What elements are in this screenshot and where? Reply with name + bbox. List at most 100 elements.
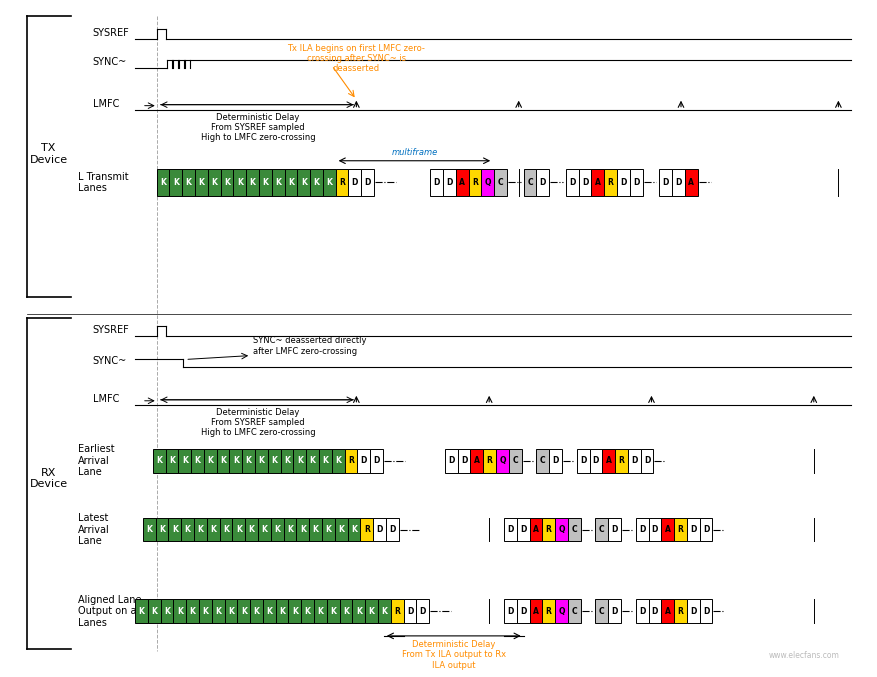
Text: Deterministic Delay
From SYSREF sampled
High to LMFC zero-crossing: Deterministic Delay From SYSREF sampled … [201, 112, 315, 142]
Text: K: K [197, 525, 203, 534]
Bar [608, 518, 620, 542]
Text: K: K [299, 525, 305, 534]
Text: C: C [571, 607, 576, 616]
Text: D: D [539, 178, 545, 187]
Text: D: D [364, 178, 370, 187]
Bar [309, 518, 322, 542]
Text: K: K [266, 607, 272, 616]
Text: C: C [598, 525, 604, 534]
Text: R: R [607, 178, 613, 187]
Text: K: K [310, 456, 315, 465]
Bar [416, 600, 429, 623]
Text: K: K [351, 525, 356, 534]
Bar [672, 169, 684, 196]
Bar [494, 169, 506, 196]
Text: K: K [253, 607, 260, 616]
Bar [517, 518, 529, 542]
Bar [699, 518, 711, 542]
Text: K: K [338, 525, 344, 534]
Text: R: R [617, 456, 624, 465]
Text: D: D [519, 525, 525, 534]
Text: R: R [677, 607, 682, 616]
Bar [267, 449, 281, 473]
Text: K: K [220, 456, 225, 465]
Bar [191, 449, 203, 473]
Bar [323, 169, 335, 196]
Text: K: K [288, 178, 294, 187]
Bar [334, 518, 347, 542]
Text: D: D [689, 525, 695, 534]
Text: K: K [355, 607, 361, 616]
Text: A: A [532, 607, 538, 616]
Text: K: K [322, 456, 328, 465]
Text: K: K [335, 456, 341, 465]
Bar [635, 518, 648, 542]
Bar [186, 600, 199, 623]
Bar [529, 518, 542, 542]
Text: K: K [164, 607, 170, 616]
Bar [615, 449, 627, 473]
Text: A: A [459, 178, 465, 187]
Text: D: D [352, 178, 358, 187]
Text: D: D [433, 178, 439, 187]
Text: Deterministic Delay
From Tx ILA output to Rx
ILA output: Deterministic Delay From Tx ILA output t… [402, 640, 505, 670]
Text: K: K [223, 525, 229, 534]
Bar [595, 600, 608, 623]
Bar [203, 449, 217, 473]
Text: K: K [258, 456, 264, 465]
Bar [225, 600, 237, 623]
Text: K: K [284, 456, 289, 465]
Bar [155, 518, 168, 542]
Bar [168, 518, 181, 542]
Bar [373, 518, 385, 542]
Text: D: D [406, 607, 413, 616]
Text: D: D [638, 607, 645, 616]
Text: K: K [279, 607, 285, 616]
Bar [603, 169, 617, 196]
Text: D: D [568, 178, 574, 187]
Bar [482, 449, 496, 473]
Text: K: K [232, 456, 239, 465]
Text: K: K [330, 607, 336, 616]
Bar [160, 600, 173, 623]
Text: multiframe: multiframe [391, 148, 437, 157]
Bar [281, 449, 293, 473]
Text: A: A [605, 456, 611, 465]
Text: K: K [304, 607, 310, 616]
Text: D: D [447, 456, 454, 465]
Bar [617, 169, 629, 196]
Text: D: D [419, 607, 425, 616]
Text: K: K [325, 525, 331, 534]
Text: K: K [292, 607, 297, 616]
Text: K: K [236, 525, 241, 534]
Bar [468, 169, 481, 196]
Text: K: K [287, 525, 293, 534]
Bar [378, 600, 390, 623]
Bar [576, 449, 588, 473]
Bar [207, 518, 219, 542]
Bar [648, 518, 660, 542]
Bar [262, 600, 275, 623]
Text: D: D [702, 525, 709, 534]
Text: K: K [313, 178, 319, 187]
Bar [588, 449, 602, 473]
Text: K: K [240, 607, 246, 616]
Text: K: K [160, 178, 166, 187]
Text: K: K [262, 178, 268, 187]
Bar [365, 600, 378, 623]
Bar [503, 518, 517, 542]
Bar [595, 518, 608, 542]
Text: R: R [339, 178, 345, 187]
Text: D: D [446, 178, 452, 187]
Bar [211, 600, 225, 623]
Text: R: R [545, 607, 551, 616]
Bar [445, 449, 457, 473]
Text: R: R [347, 456, 353, 465]
Bar [293, 449, 306, 473]
Text: D: D [674, 178, 681, 187]
Text: K: K [203, 607, 208, 616]
Bar [608, 600, 620, 623]
Bar [156, 169, 169, 196]
Text: K: K [296, 456, 303, 465]
Bar [629, 169, 642, 196]
